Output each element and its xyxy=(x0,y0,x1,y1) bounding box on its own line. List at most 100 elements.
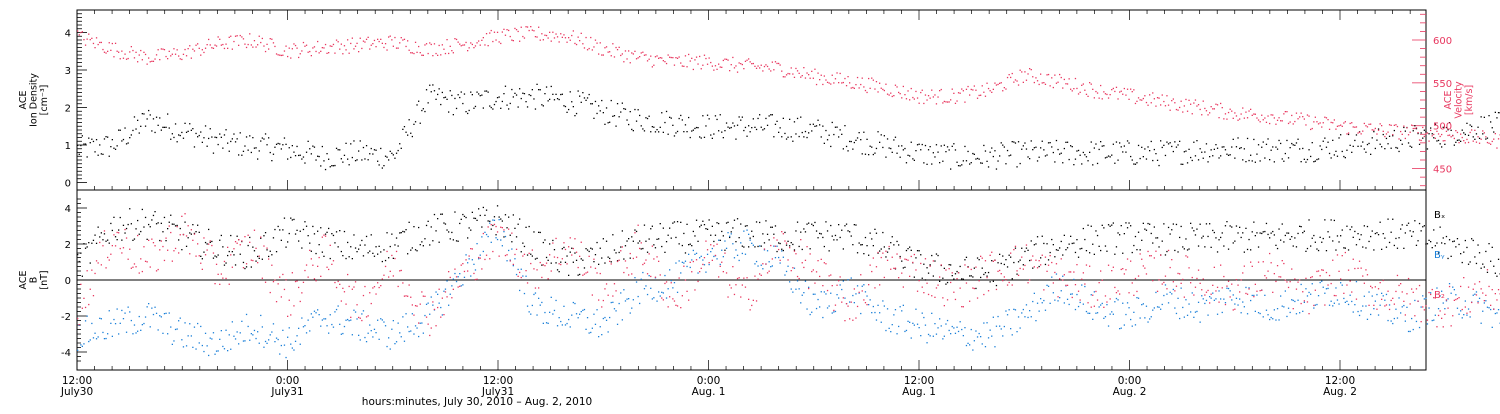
bz-point xyxy=(121,252,122,253)
bx-point xyxy=(104,233,105,234)
bz-point xyxy=(783,233,784,234)
density-point xyxy=(191,130,192,131)
by-point xyxy=(843,280,844,281)
density-point xyxy=(986,161,987,162)
bx-point xyxy=(1168,227,1169,228)
bx-point xyxy=(1152,242,1153,243)
by-point xyxy=(1269,319,1270,320)
bx-point xyxy=(510,235,511,236)
bz-point xyxy=(101,264,102,265)
density-point xyxy=(126,143,127,144)
density-point xyxy=(885,157,886,158)
density-point xyxy=(319,156,320,157)
by-point xyxy=(456,281,457,282)
density-point xyxy=(619,116,620,117)
density-point xyxy=(516,94,517,95)
velocity-point xyxy=(202,49,203,50)
velocity-point xyxy=(334,53,335,54)
bx-point xyxy=(739,237,740,238)
density-point xyxy=(1226,154,1227,155)
bx-point xyxy=(107,240,108,241)
velocity-point xyxy=(399,42,400,43)
density-point xyxy=(945,151,946,152)
velocity-point xyxy=(743,68,744,69)
density-point xyxy=(102,154,103,155)
velocity-point xyxy=(997,84,998,85)
by-point xyxy=(350,320,351,321)
bx-point xyxy=(740,223,741,224)
bx-point xyxy=(1248,239,1249,240)
by-point xyxy=(870,299,871,300)
bz-point xyxy=(514,254,515,255)
bx-point xyxy=(1031,240,1032,241)
velocity-point xyxy=(685,55,686,56)
density-point xyxy=(270,152,271,153)
bz-point xyxy=(276,301,277,302)
bx-point xyxy=(1274,234,1275,235)
bx-point xyxy=(368,252,369,253)
velocity-point xyxy=(723,60,724,61)
bx-point xyxy=(243,262,244,263)
velocity-point xyxy=(230,36,231,37)
bx-point xyxy=(1398,237,1399,238)
density-point xyxy=(592,103,593,104)
density-point xyxy=(1067,142,1068,143)
bx-point xyxy=(195,231,196,232)
velocity-point xyxy=(388,36,389,37)
velocity-point xyxy=(192,49,193,50)
density-point xyxy=(418,101,419,102)
bz-point xyxy=(691,271,692,272)
velocity-point xyxy=(1206,110,1207,111)
bx-point xyxy=(1128,222,1129,223)
velocity-point xyxy=(1217,104,1218,105)
bz-point xyxy=(784,240,785,241)
density-point xyxy=(1237,137,1238,138)
density-point xyxy=(298,155,299,156)
bz-point xyxy=(579,256,580,257)
by-point xyxy=(565,324,566,325)
by-point xyxy=(1387,320,1388,321)
density-point xyxy=(265,133,266,134)
bx-point xyxy=(407,253,408,254)
by-point xyxy=(800,302,801,303)
by-point xyxy=(1327,288,1328,289)
density-point xyxy=(121,140,122,141)
velocity-point xyxy=(1324,117,1325,118)
by-point xyxy=(1140,317,1141,318)
velocity-point xyxy=(1406,127,1407,128)
bx-point xyxy=(1046,243,1047,244)
bx-point xyxy=(273,237,274,238)
by-point xyxy=(481,236,482,237)
bx-point xyxy=(795,230,796,231)
density-point xyxy=(680,115,681,116)
by-point xyxy=(1080,302,1081,303)
bx-point xyxy=(336,231,337,232)
bz-point xyxy=(652,246,653,247)
velocity-point xyxy=(1029,68,1030,69)
velocity-point xyxy=(1286,111,1287,112)
density-point xyxy=(421,110,422,111)
bz-point xyxy=(885,251,886,252)
by-point xyxy=(262,326,263,327)
velocity-point xyxy=(195,45,196,46)
density-point xyxy=(762,129,763,130)
density-point xyxy=(1419,144,1420,145)
by-point xyxy=(284,345,285,346)
by-point xyxy=(1020,327,1021,328)
bz-point xyxy=(669,296,670,297)
velocity-point xyxy=(1331,122,1332,123)
density-point xyxy=(859,132,860,133)
bz-point xyxy=(470,248,471,249)
density-point xyxy=(926,164,927,165)
bx-point xyxy=(218,254,219,255)
density-point xyxy=(249,135,250,136)
bz-point xyxy=(268,258,269,259)
bx-point xyxy=(506,227,507,228)
velocity-point xyxy=(906,98,907,99)
density-point xyxy=(1064,148,1065,149)
bx-point xyxy=(563,247,564,248)
bz-point xyxy=(650,276,651,277)
bx-point xyxy=(634,229,635,230)
bx-point xyxy=(540,232,541,233)
density-point xyxy=(952,146,953,147)
